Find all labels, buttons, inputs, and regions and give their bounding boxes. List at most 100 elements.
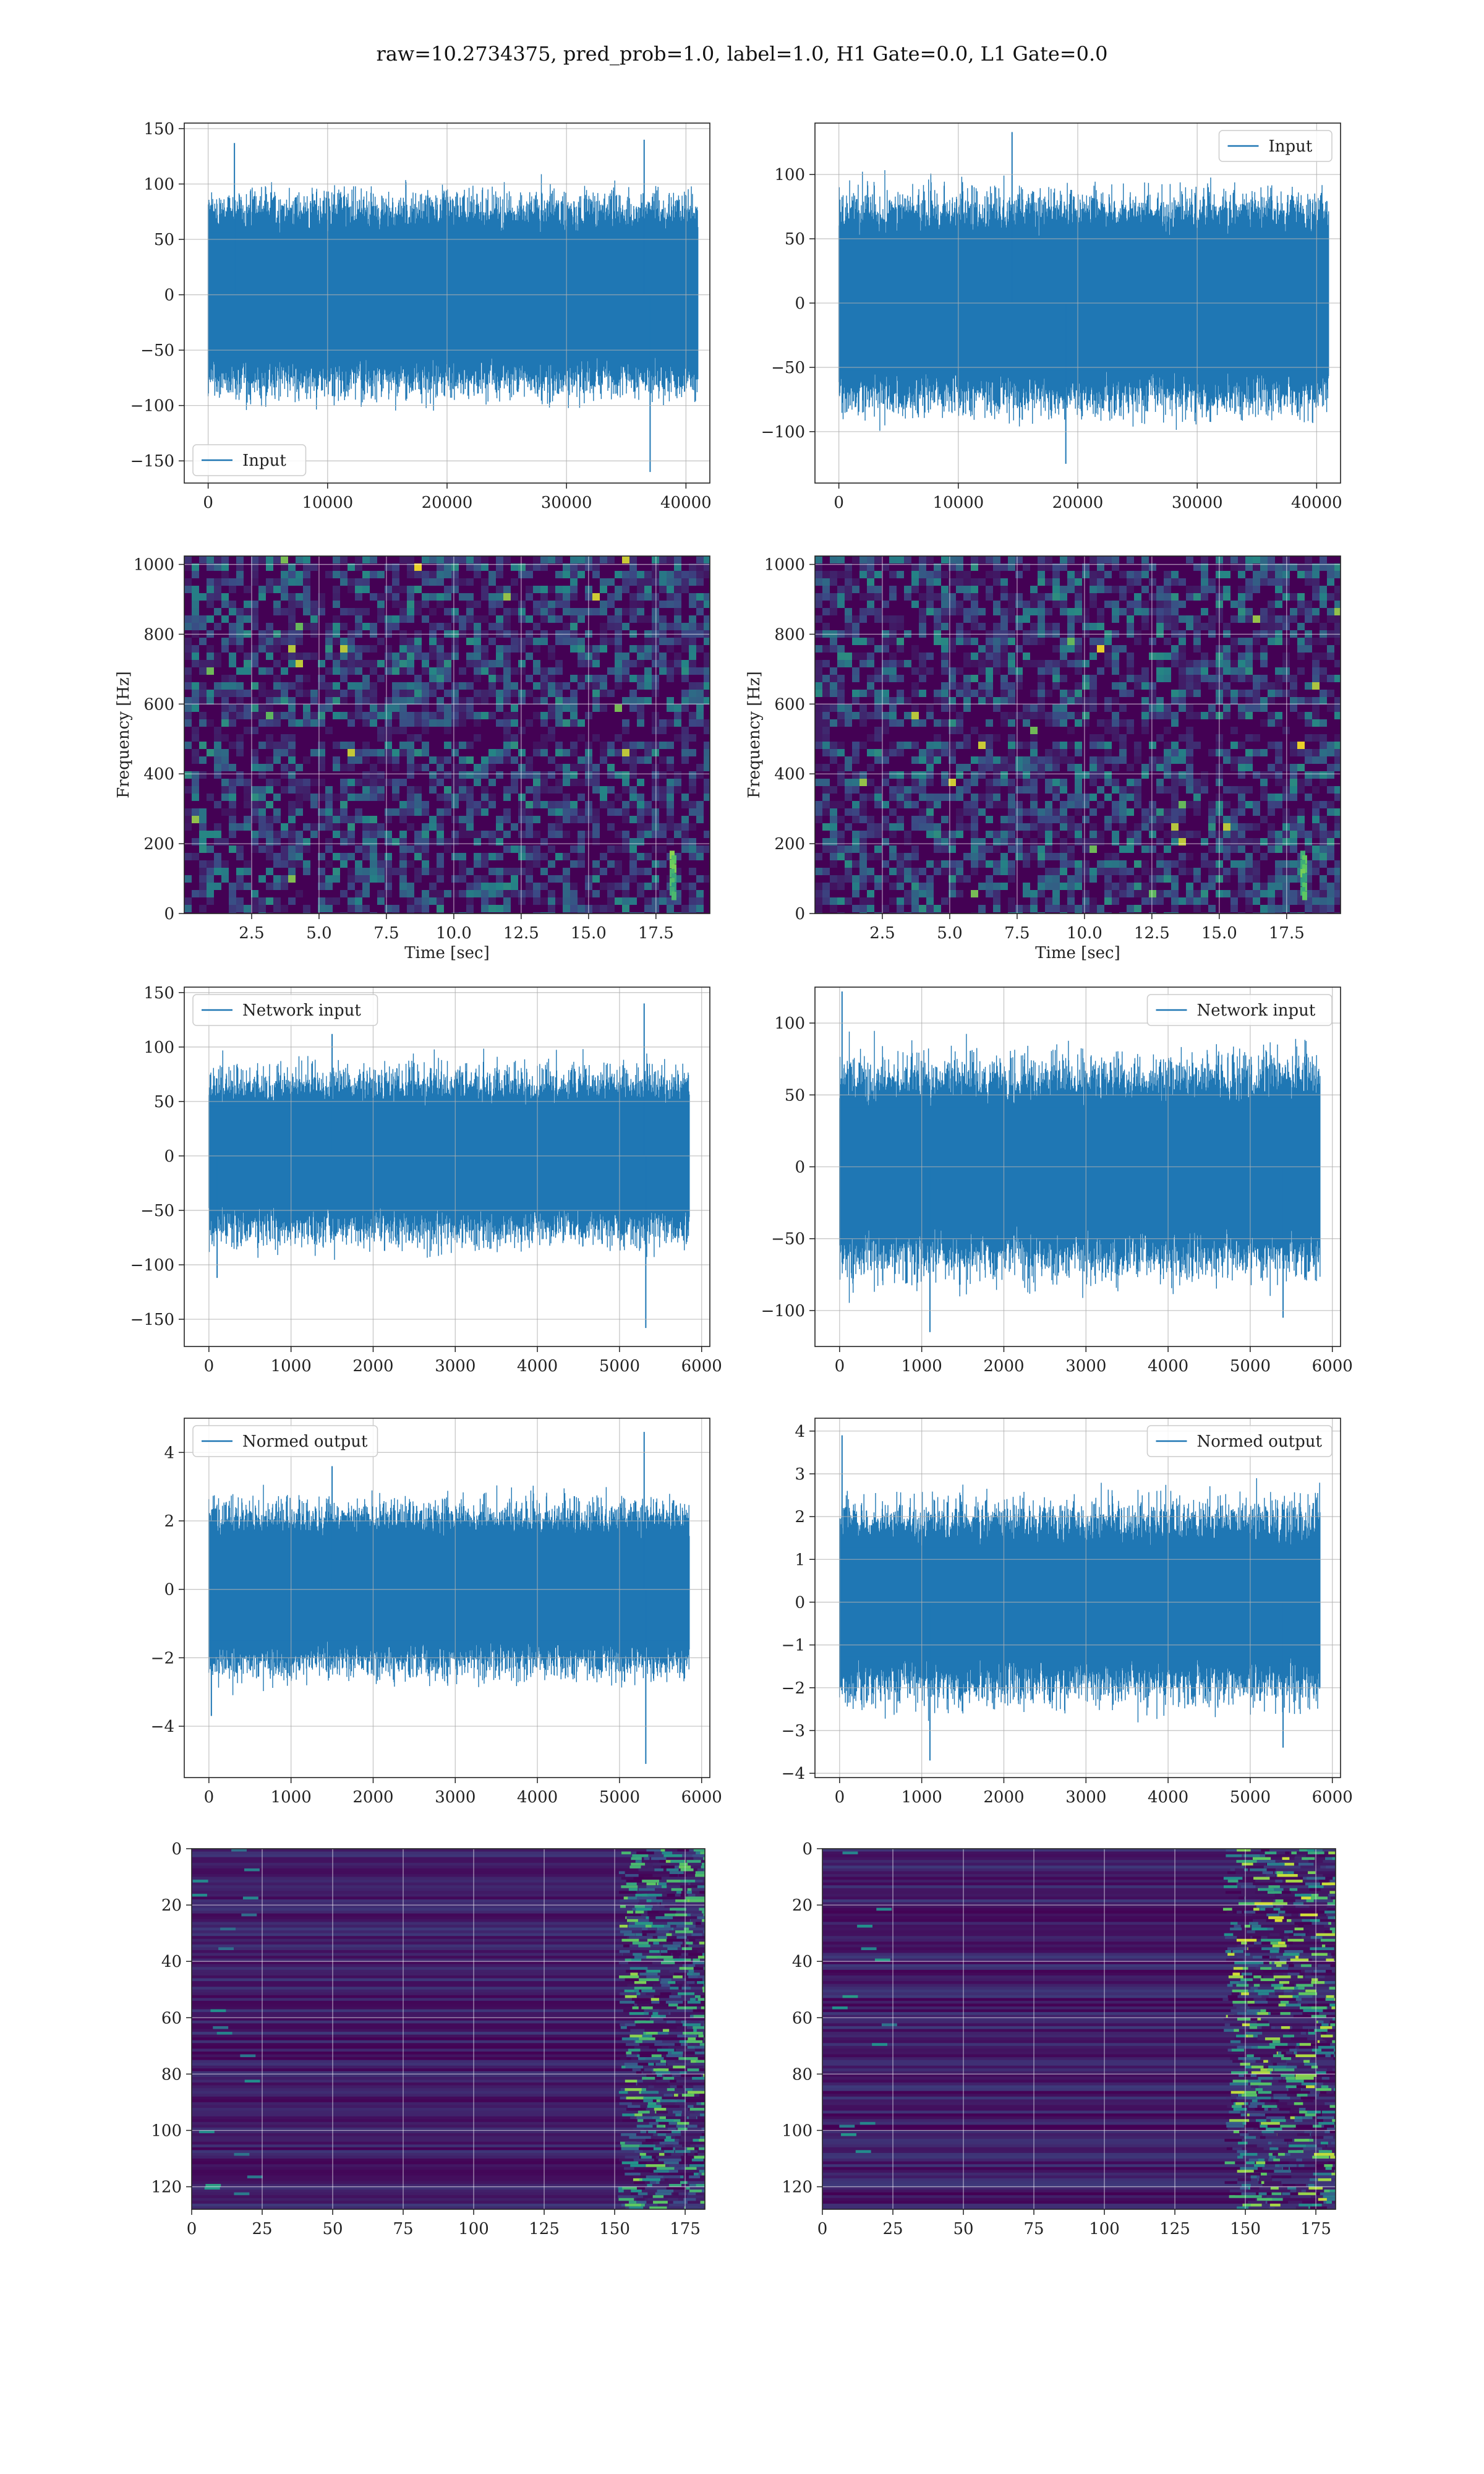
x-tick-label: 2.5 xyxy=(869,924,895,943)
axes-frame xyxy=(814,1418,1341,1778)
y-tick-label: 400 xyxy=(143,765,174,784)
y-tick-label: 0 xyxy=(795,1593,805,1612)
x-tick-label: 5.0 xyxy=(306,924,331,943)
x-tick-label: 3000 xyxy=(1065,1788,1106,1807)
panel-r5c1: 0 25 50 75 100 125 150 175 0 20 40 60 80 100 120 xyxy=(151,1840,706,2238)
chirp-mark xyxy=(669,860,675,869)
x-tick-label: 10000 xyxy=(302,494,353,512)
grid-r5c2 xyxy=(822,1848,1336,2209)
y-tick-label: −100 xyxy=(761,1302,805,1320)
y-tick-label: 120 xyxy=(782,2178,812,2197)
x-tick-label: 4000 xyxy=(517,1788,558,1807)
y-tick-label: 4 xyxy=(795,1423,805,1441)
x-tick-label: 40000 xyxy=(1291,494,1342,512)
y-tick-label: −50 xyxy=(140,341,174,360)
x-tick-label: 3000 xyxy=(435,1788,475,1807)
y-tick-label: 800 xyxy=(143,625,174,644)
legend-box xyxy=(192,1425,378,1457)
y-tick-label: 100 xyxy=(143,1038,174,1057)
legend-r4c1: Normed output xyxy=(192,1425,378,1457)
chirp-mark xyxy=(671,882,676,891)
grid-r2c1 xyxy=(184,556,710,914)
x-tick-label: 2000 xyxy=(352,1357,393,1376)
legend-r4c2: Normed output xyxy=(1146,1425,1333,1457)
chirp-mark xyxy=(669,878,675,887)
grid-r1c2 xyxy=(815,123,1341,483)
chirp-mark xyxy=(1300,878,1305,887)
y-tick-label: 150 xyxy=(143,984,174,1003)
y-tick-label: −100 xyxy=(761,423,805,442)
y-tick-label: 20 xyxy=(161,1896,182,1915)
chirp-mark xyxy=(1302,891,1307,901)
y-tick-label: 1000 xyxy=(134,556,174,575)
series-r4c2 xyxy=(839,1435,1321,1761)
x-tick-label: 3000 xyxy=(435,1357,475,1376)
grid-r1c1 xyxy=(184,123,710,483)
legend-label: Input xyxy=(242,452,286,470)
figure-title: raw=10.2734375, pred_prob=1.0, label=1.0… xyxy=(376,42,1108,66)
axes-frame xyxy=(822,1848,1336,2210)
x-tick-label: 0 xyxy=(203,494,213,512)
y-tick-label: 0 xyxy=(164,1581,174,1599)
x-tick-label: 1000 xyxy=(902,1788,942,1807)
chirp-mark xyxy=(1302,873,1307,883)
y-tick-label: 50 xyxy=(154,1093,174,1111)
x-tick-label: 30000 xyxy=(541,494,592,512)
x-tick-label: 0 xyxy=(834,494,844,512)
y-axis-label: Frequency [Hz] xyxy=(745,671,764,798)
x-tick-label: 4000 xyxy=(517,1357,558,1376)
panel-r1c2: 0 10000 20000 30000 40000 100 50 0 −50 −100 Input xyxy=(761,122,1342,512)
x-tick-label: 5000 xyxy=(599,1357,640,1376)
y-tick-label: 200 xyxy=(774,835,805,854)
x-tick-label: 2000 xyxy=(983,1788,1024,1807)
x-tick-label: 17.5 xyxy=(1269,924,1305,943)
x-tick-label: 1000 xyxy=(271,1357,312,1376)
axes-frame xyxy=(184,555,710,914)
y-tick-label: 600 xyxy=(774,695,805,714)
y-tick-label: 0 xyxy=(795,294,805,313)
y-tick-label: 50 xyxy=(785,1086,805,1105)
chirp-mark xyxy=(1302,864,1307,873)
x-tick-label: 12.5 xyxy=(1134,924,1170,943)
legend-r3c1: Network input xyxy=(192,994,378,1026)
y-tick-label: 0 xyxy=(171,1840,182,1859)
y-tick-label: −100 xyxy=(130,1256,174,1275)
legend-r1c2: Input xyxy=(1218,130,1333,162)
y-tick-label: −100 xyxy=(130,397,174,416)
x-tick-label: 10.0 xyxy=(436,924,472,943)
y-tick-label: 0 xyxy=(795,905,805,923)
chirp-mark xyxy=(671,855,676,864)
x-tick-label: 6000 xyxy=(681,1357,722,1376)
legend-r1c1: Input xyxy=(192,444,307,476)
x-tick-label: 15.0 xyxy=(1201,924,1237,943)
heatmap-r2c2 xyxy=(815,556,1341,914)
panel-r3c2: 0 1000 2000 3000 4000 5000 6000 100 50 0 −50 −100 Ne… xyxy=(761,987,1353,1376)
chirp-mark xyxy=(669,887,675,896)
x-tick-label: 5.0 xyxy=(937,924,962,943)
x-tick-label: 150 xyxy=(1230,2220,1261,2238)
axes-frame xyxy=(814,555,1341,914)
y-tick-label: −2 xyxy=(782,1679,805,1698)
grid-r3c1 xyxy=(184,987,710,1346)
y-axis-label: Frequency [Hz] xyxy=(114,671,133,798)
axes-frame xyxy=(184,1418,710,1778)
x-tick-label: 0 xyxy=(204,1357,215,1376)
y-tick-label: 400 xyxy=(774,765,805,784)
y-tick-label: 800 xyxy=(774,625,805,644)
y-tick-label: 0 xyxy=(164,905,174,923)
x-tick-label: 0 xyxy=(835,1357,845,1376)
x-tick-label: 1000 xyxy=(902,1357,942,1376)
x-tick-label: 4000 xyxy=(1148,1357,1188,1376)
y-tick-label: 50 xyxy=(785,230,805,249)
chirp-mark xyxy=(671,873,676,883)
x-tick-label: 175 xyxy=(670,2220,701,2238)
y-tick-label: 100 xyxy=(774,1014,805,1033)
x-tick-label: 4000 xyxy=(1148,1788,1188,1807)
legend-box xyxy=(192,444,307,476)
x-tick-label: 12.5 xyxy=(503,924,539,943)
panel-r4c2: 0 1000 2000 3000 4000 5000 6000 4 3 2 1 0 −1 −2 −3 −4 No… xyxy=(782,1418,1353,1807)
heatmap-r5c2 xyxy=(822,1849,1336,2209)
y-tick-label: −150 xyxy=(130,452,174,471)
y-tick-label: 150 xyxy=(143,120,174,139)
y-tick-label: 0 xyxy=(795,1158,805,1177)
